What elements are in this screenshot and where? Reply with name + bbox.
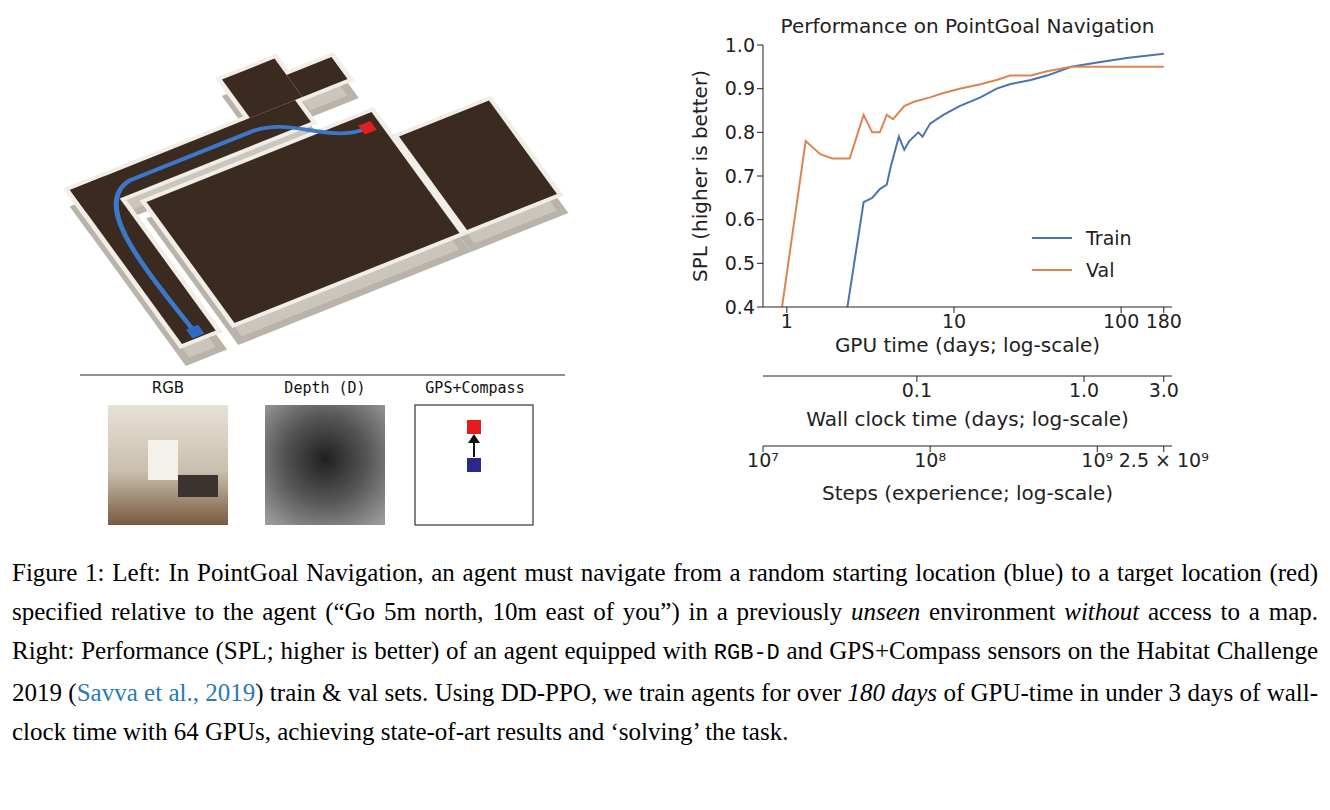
html-text:Figure 1: Left: In PointGoal N: Figure 1: Left: In PointGoal Navigation,… — [12, 559, 1318, 745]
html-text:SPL (higher is better): SPL (higher is better) — [688, 70, 712, 282]
svg-text:1: 1 — [781, 310, 793, 332]
svg-text:10⁷: 10⁷ — [747, 449, 779, 471]
svg-text:Wall clock time (days; log-sca: Wall clock time (days; log-scale) — [806, 407, 1129, 431]
svg-text:0.4: 0.4 — [725, 296, 755, 318]
svg-text:0.5: 0.5 — [725, 252, 755, 274]
svg-text:180: 180 — [1146, 310, 1182, 332]
svg-text:1.0: 1.0 — [725, 34, 755, 56]
svg-text:0.7: 0.7 — [725, 165, 755, 187]
svg-text:10: 10 — [942, 310, 966, 332]
svg-text:1.0: 1.0 — [1069, 379, 1099, 401]
svg-text:RGB: RGB — [152, 379, 184, 397]
html-text:Performance on PointGoal Navig: Performance on PointGoal Navigation — [780, 14, 1155, 38]
svg-text:0.1: 0.1 — [902, 379, 932, 401]
html-text:Val: Val — [1086, 259, 1115, 281]
svg-text:0.8: 0.8 — [725, 121, 755, 143]
html-text:Train: Train — [1086, 227, 1132, 249]
svg-text:Steps (experience; log-scale): Steps (experience; log-scale) — [822, 481, 1113, 505]
svg-text:0.6: 0.6 — [725, 208, 755, 230]
svg-text:0.9: 0.9 — [725, 77, 755, 99]
svg-text:GPS+Compass: GPS+Compass — [425, 379, 524, 397]
svg-text:100: 100 — [1103, 310, 1139, 332]
svg-text:10⁹: 10⁹ — [1081, 449, 1113, 471]
svg-text:Depth (D): Depth (D) — [284, 379, 365, 397]
svg-text:2.5 × 10⁹: 2.5 × 10⁹ — [1119, 449, 1209, 471]
svg-text:10⁸: 10⁸ — [914, 449, 946, 471]
svg-text:GPU time (days; log-scale): GPU time (days; log-scale) — [835, 333, 1100, 357]
svg-text:3.0: 3.0 — [1149, 379, 1179, 401]
